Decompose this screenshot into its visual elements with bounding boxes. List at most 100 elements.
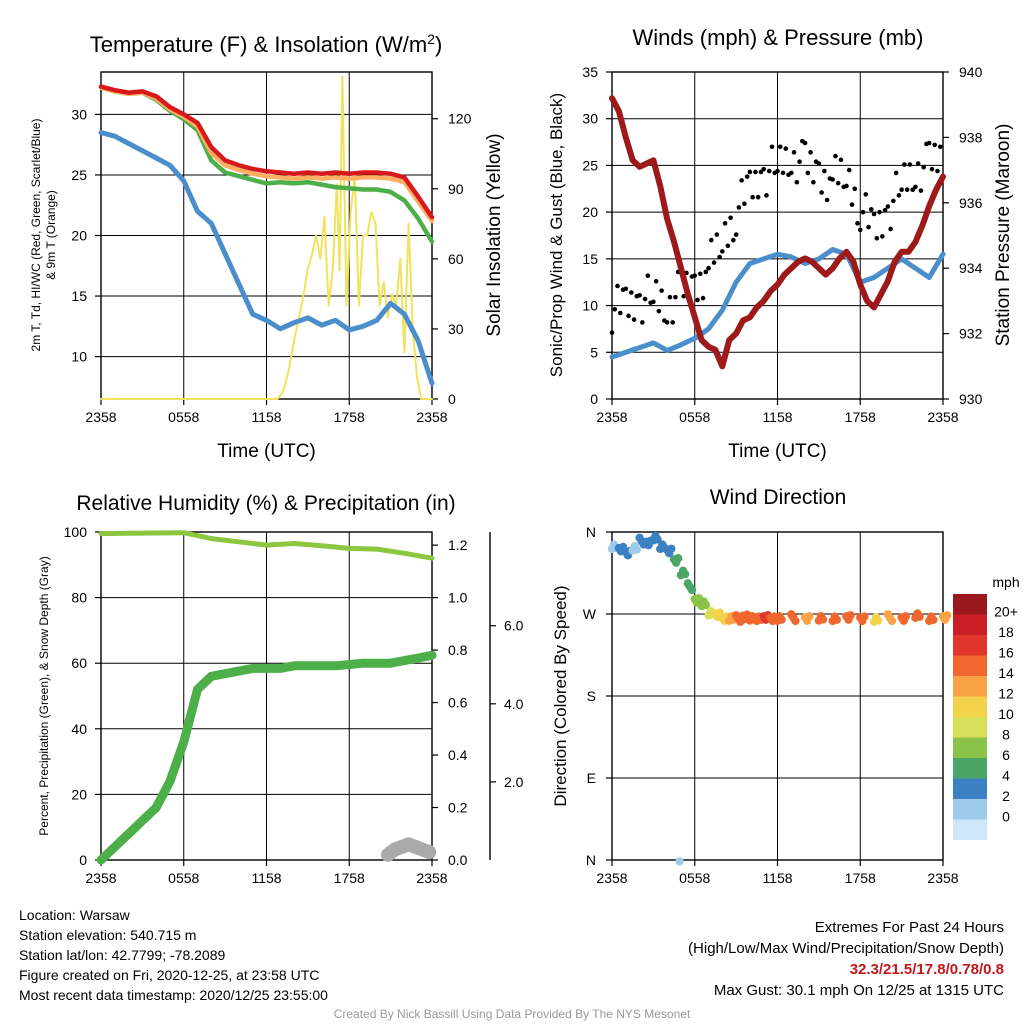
direction-point (805, 612, 814, 621)
y-axis-label-2: & 9m T (Orange) (44, 190, 58, 280)
y3-tick-label: 4.0 (504, 696, 524, 712)
gust-point (758, 169, 764, 175)
y2-tick-label: 938 (959, 129, 983, 145)
x-axis-label: Time (UTC) (728, 441, 827, 462)
gust-point (910, 187, 915, 193)
y2-tick-label: 0.0 (448, 852, 468, 868)
legend-swatch (953, 737, 987, 758)
station-elevation: Station elevation: 540.715 m (19, 927, 197, 943)
y2-tick-label: 940 (959, 64, 983, 80)
y-tick-label: 35 (582, 64, 598, 80)
y-tick-label: 30 (582, 111, 598, 127)
figure-created: Figure created on Fri, 2020-12-25, at 23… (19, 967, 320, 983)
gust-point (899, 187, 904, 193)
gust-point (755, 194, 761, 200)
y-tick-label: N (586, 524, 596, 540)
gust-point (753, 169, 758, 175)
direction-point (942, 611, 952, 620)
legend-label: 16 (998, 645, 1014, 661)
x-tick-label: 1158 (251, 870, 281, 886)
gust-point (659, 288, 664, 293)
y-axis-label: 2m T, Td, HI/WC (Red, Green, Scarlet/Blu… (29, 119, 43, 352)
gust-point (932, 142, 938, 148)
direction-point (929, 615, 938, 625)
chart-panel-4: 2358 0558 1158 1758 2358 Wind Direction N E S W N D… (551, 486, 1020, 886)
gust-point (915, 161, 921, 166)
y-tick-label: W (583, 606, 597, 622)
x-tick-label: 1158 (762, 870, 792, 886)
direction-point (791, 616, 800, 626)
gust-point (866, 224, 871, 230)
legend-swatch (953, 819, 987, 840)
direction-point (887, 616, 897, 626)
snow-depth-line (380, 837, 437, 862)
y2-tick-label: 0 (448, 391, 456, 407)
y-tick-label: 20 (71, 786, 87, 802)
y2-tick-label: 30 (448, 321, 464, 337)
recent-timestamp: Most recent data timestamp: 2020/12/25 2… (19, 987, 328, 1003)
gust-point (615, 283, 620, 289)
gust-point (725, 243, 731, 249)
title-superscript: 2 (427, 31, 435, 47)
temperature-line-1 (98, 84, 435, 220)
legend-swatch (953, 655, 987, 676)
x-tick-label: 0558 (168, 870, 199, 886)
credit-line: Created By Nick Bassill Using Data Provi… (333, 1007, 691, 1021)
gust-point (849, 202, 855, 207)
gust-point (736, 205, 742, 210)
gust-point (918, 188, 924, 193)
legend-label: 8 (1002, 727, 1010, 743)
gust-point (667, 294, 673, 300)
gust-point (623, 286, 629, 292)
x-tick-label: 0558 (168, 409, 199, 425)
gust-point (640, 320, 645, 325)
pressure-line (609, 95, 946, 370)
y2-tick-label: 60 (448, 251, 464, 267)
gust-point (844, 183, 849, 189)
legend-swatch (953, 717, 987, 738)
x-tick-label: 2358 (85, 870, 116, 886)
direction-point (915, 612, 924, 621)
gust-point (874, 236, 880, 241)
gust-point (777, 144, 783, 150)
y-tick-label: 20 (71, 228, 87, 244)
gust-point (739, 178, 744, 183)
gust-point (788, 170, 794, 176)
gust-point (852, 186, 858, 192)
y-tick-label: 100 (64, 524, 88, 540)
gust-point (893, 170, 899, 176)
legend-swatch (953, 758, 987, 779)
title-tail: ) (435, 32, 442, 57)
legend-label: 18 (998, 624, 1014, 640)
legend-label: 6 (1002, 747, 1010, 763)
gust-point (780, 170, 786, 176)
y2-axis-label: Station Pressure (Maroon) (993, 124, 1014, 347)
gust-point (935, 168, 940, 174)
y-tick-label: 40 (71, 721, 87, 737)
gust-point (877, 209, 882, 215)
gust-point (747, 169, 753, 175)
gust-point (857, 227, 863, 233)
direction-point (701, 600, 710, 610)
gust-point (791, 150, 797, 155)
gust-point (637, 292, 642, 298)
legend-label: 4 (1002, 768, 1010, 784)
max-gust: Max Gust: 30.1 mph On 12/25 at 1315 UTC (713, 982, 1004, 999)
x-tick-label: 2358 (596, 870, 627, 886)
y-tick-label: 25 (71, 167, 87, 183)
precipitation-line (96, 650, 437, 865)
gust-point (750, 194, 755, 200)
y2-tick-label: 1.0 (448, 590, 468, 606)
legend-label: 2 (1002, 788, 1010, 804)
gust-point (709, 237, 714, 243)
y-tick-label: S (587, 688, 596, 704)
direction-point (777, 615, 786, 624)
x-tick-label: 1158 (762, 409, 792, 425)
gust-point (653, 278, 659, 284)
extremes-subtitle: (High/Low/Max Wind/Precipitation/Snow De… (688, 940, 1004, 957)
legend-swatch (953, 676, 987, 697)
x-tick-label: 0558 (679, 409, 710, 425)
x-tick-label: 2358 (927, 870, 958, 886)
legend-swatch (953, 778, 987, 799)
